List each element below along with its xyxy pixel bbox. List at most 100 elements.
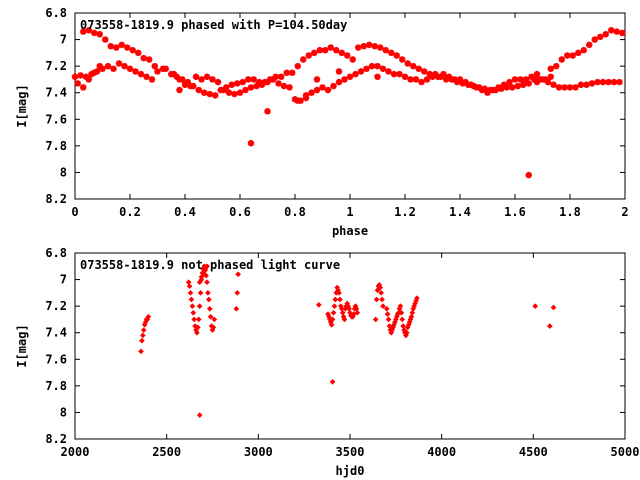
unphased-data-point: [138, 348, 144, 355]
phased-data-point: [77, 72, 84, 79]
phased-data-point: [137, 70, 145, 78]
unphased-data-point: [233, 305, 240, 312]
phased-data-point: [250, 76, 257, 83]
phased-data-point: [341, 76, 348, 83]
unphased-data-point: [398, 309, 405, 316]
phased-data-point: [206, 90, 213, 98]
phased-data-point: [586, 41, 593, 49]
unphased-data-point: [397, 303, 404, 309]
phased-data-point: [187, 82, 194, 90]
unphased-data-point: [140, 327, 147, 333]
unphased-chart-title: 073558-1819.9 not phased light curve: [80, 258, 340, 272]
phased-data-point: [514, 82, 521, 90]
unphased-data-point: [211, 316, 218, 323]
unphased-data-point: [140, 332, 146, 339]
phased-data-point: [511, 76, 519, 83]
phased-data-point: [201, 89, 208, 96]
phased-data-point: [85, 76, 92, 83]
unphased-x-axis-label: hjd0: [336, 464, 365, 478]
phased-data-point: [407, 76, 414, 83]
phased-data-point: [311, 49, 318, 57]
phased-y-tick-label: 6.8: [45, 6, 67, 20]
phased-data-point: [132, 68, 139, 75]
unphased-data-point: [205, 290, 211, 296]
unphased-data-point: [379, 296, 385, 303]
phased-data-point: [286, 84, 293, 91]
unphased-data-point: [234, 290, 241, 296]
phased-data-point: [209, 76, 216, 83]
unphased-data-point: [399, 316, 406, 323]
unphased-data-point: [332, 296, 339, 303]
phased-data-point: [553, 62, 560, 70]
unphased-data-point: [373, 296, 380, 303]
phased-data-point: [423, 76, 431, 83]
unphased-data-point: [404, 329, 410, 336]
phased-x-tick-label: 1.4: [449, 205, 471, 219]
unphased-data-point: [204, 279, 210, 286]
phased-data-point: [93, 68, 101, 75]
unphased-x-ticks: 2000 2500 3000 3500 4000 4500 5000: [61, 253, 639, 459]
phased-data-point: [269, 76, 277, 83]
unphased-data-point: [374, 287, 381, 294]
phased-data-point: [374, 62, 381, 70]
phased-data-point: [305, 52, 312, 59]
unphased-y-tick-label: 6.8: [45, 246, 67, 260]
unphased-data-point: [139, 337, 145, 344]
phased-data-point: [558, 56, 565, 63]
phased-y-axis-label: I[mag]: [15, 84, 29, 127]
unphased-data-point: [189, 303, 196, 309]
phased-data-point: [294, 97, 301, 104]
phased-data-point: [102, 36, 109, 43]
phased-data-point: [484, 89, 491, 96]
phased-data-point: [371, 43, 378, 50]
phased-data-point: [118, 41, 125, 49]
phased-y-tick-label: 7.6: [45, 112, 67, 126]
phased-y-ticks: 6.8 7 7.2 7.4 7.6 7.8 8 8.2: [45, 6, 625, 206]
phased-y-tick-label: 7: [60, 33, 67, 47]
phased-data-point: [575, 49, 582, 57]
phased-data-point: [308, 89, 315, 96]
phased-data-point: [495, 84, 502, 91]
phased-data-point: [531, 76, 538, 83]
phased-data-point: [104, 62, 112, 70]
phased-data-point: [324, 86, 332, 94]
unphased-y-axis-label: I[mag]: [15, 324, 29, 367]
phased-data-point: [613, 28, 620, 35]
phased-data-point: [572, 84, 579, 91]
phased-data-point: [440, 70, 447, 78]
phased-data-point: [173, 73, 180, 80]
phased-data-point: [610, 78, 618, 86]
unphased-y-tick-label: 8.2: [45, 432, 67, 446]
phased-data-point: [135, 49, 142, 57]
phased-data-point: [124, 44, 131, 51]
phased-data-point: [602, 31, 609, 38]
phased-data-point: [393, 52, 400, 59]
phased-data-point: [454, 78, 461, 86]
phased-data-point: [313, 86, 321, 94]
phased-data-point: [330, 82, 337, 90]
phased-data-point: [459, 80, 466, 87]
phased-data-point: [242, 86, 249, 94]
phased-data-point: [327, 44, 334, 51]
phased-y-tick-label: 8: [60, 165, 67, 179]
phased-y-tick-label: 7.2: [45, 59, 67, 73]
phased-data-point: [401, 73, 409, 80]
phased-data-point: [294, 62, 301, 70]
phased-data-point: [421, 68, 428, 75]
phased-data-point: [377, 44, 384, 51]
phased-data-point: [399, 56, 406, 63]
phased-data-point: [80, 84, 87, 91]
phased-data-point: [302, 92, 310, 99]
phased-data-point: [74, 80, 81, 87]
phased-data-point: [245, 76, 252, 83]
phased-data-point: [597, 33, 604, 41]
phased-x-tick-label: 0: [71, 205, 78, 219]
phased-data-point: [489, 86, 497, 94]
phased-data-point: [247, 140, 255, 147]
phased-data-point: [357, 68, 365, 75]
phased-data-point: [533, 78, 541, 86]
phased-data-point: [462, 78, 469, 86]
phased-data-point: [525, 80, 532, 87]
phased-data-point: [258, 81, 266, 88]
phased-data-point: [146, 56, 153, 63]
